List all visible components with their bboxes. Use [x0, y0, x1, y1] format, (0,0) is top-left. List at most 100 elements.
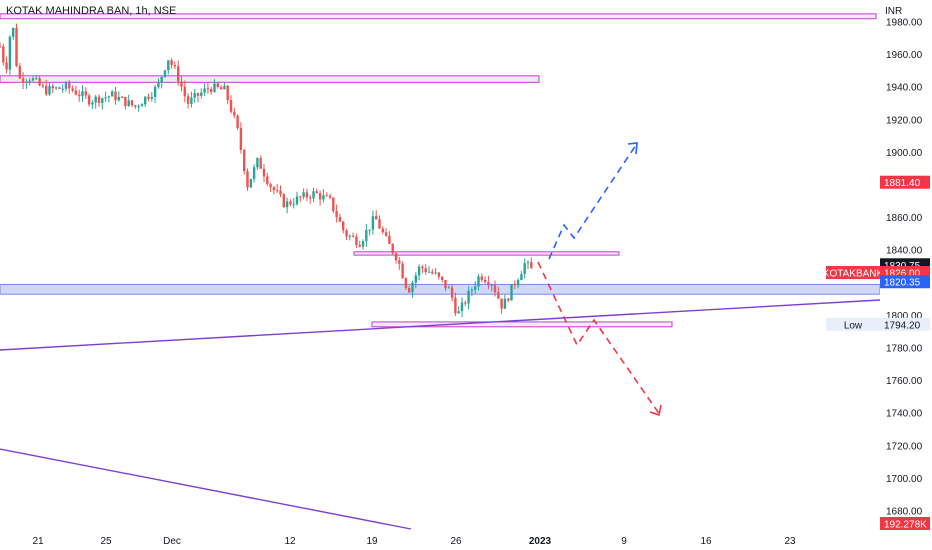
candle-body: [45, 85, 48, 95]
candle-body: [493, 285, 497, 293]
falling-trendline[interactable]: [0, 448, 412, 530]
candle-body: [117, 96, 120, 101]
y-tick-label: 1920.00: [886, 115, 923, 126]
candle-body: [513, 284, 516, 286]
candle-body: [153, 86, 157, 97]
zone-blue-support[interactable]: [0, 283, 881, 295]
candle-body: [71, 88, 74, 91]
candle-body: [266, 176, 269, 185]
y-tick-label: 1840.00: [886, 246, 923, 257]
candle-body: [338, 217, 342, 222]
candle-body: [38, 78, 41, 86]
rising-trendline[interactable]: [0, 299, 881, 351]
candle-body: [58, 87, 61, 89]
candle-body: [309, 197, 312, 199]
candle-body: [35, 78, 38, 80]
candle-body: [157, 82, 160, 87]
candle-body: [292, 204, 295, 206]
candle-body: [216, 83, 219, 88]
candle-body: [91, 102, 94, 105]
candle-body: [246, 171, 249, 188]
candle-body: [523, 263, 526, 275]
y-tick-label: 1760.00: [886, 376, 923, 387]
candle-body: [474, 286, 477, 290]
candle-body: [391, 243, 394, 254]
time-axis-ticks: 21 25 Dec 12 19 26 2023 9 16 23: [32, 536, 796, 547]
candle-body: [507, 298, 510, 301]
candle-body: [394, 253, 398, 261]
candles-layer: [0, 23, 533, 318]
candle-body: [414, 275, 417, 283]
low-price-name-tag: [826, 317, 880, 331]
candle-body: [74, 90, 78, 95]
y-tick-label: 1940.00: [886, 83, 923, 94]
zone-neckline[interactable]: [353, 251, 620, 256]
candle-body: [84, 91, 87, 96]
currency-label: INR: [885, 6, 902, 17]
candle-body: [177, 66, 180, 82]
bullish-projection-arrow[interactable]: [548, 144, 637, 260]
candle-body: [530, 262, 533, 269]
volume-tag: [880, 517, 930, 530]
candle-body: [457, 311, 460, 314]
candle-body: [94, 96, 97, 103]
candle-body: [243, 149, 246, 172]
zone-price-tag-text: 1820.35: [884, 278, 921, 289]
candle-body: [447, 287, 450, 289]
candle-body: [381, 228, 384, 233]
candle-body: [104, 97, 107, 99]
bearish-arrowhead: [649, 404, 662, 417]
bullish-arrowhead: [627, 142, 638, 155]
candle-body: [25, 81, 28, 83]
candle-body: [348, 235, 351, 237]
candle-body: [239, 127, 243, 150]
candle-body: [361, 241, 365, 247]
candle-body: [210, 89, 213, 92]
candle-body: [404, 278, 408, 288]
candle-body: [61, 88, 64, 90]
candle-body: [114, 91, 117, 101]
candle-body: [299, 196, 302, 198]
symbol-price-name-tag: [826, 266, 880, 280]
candle-body: [28, 80, 31, 82]
candle-body: [97, 96, 101, 104]
candle-body: [279, 190, 282, 195]
candle-body: [183, 86, 186, 97]
candle-body: [252, 167, 256, 179]
candle-body: [378, 219, 381, 229]
candle-body: [355, 236, 358, 245]
candle-body: [150, 96, 153, 99]
zone-upper-supply[interactable]: [0, 75, 540, 83]
candle-body: [342, 221, 345, 231]
candle-body: [510, 284, 513, 301]
price-tags: 1881.401830.75KOTAKBANK1826.001820.35Low…: [823, 175, 930, 531]
zone-low-zone[interactable]: [371, 321, 673, 328]
x-tick-label: 2023: [529, 536, 552, 547]
zone-top-resistance[interactable]: [0, 13, 877, 20]
candle-body: [325, 195, 328, 197]
candle-body: [8, 36, 12, 70]
low-price-tag-text: 1794.20: [884, 320, 921, 331]
y-tick-label: 1720.00: [886, 441, 923, 452]
candle-body: [170, 60, 173, 65]
candle-body: [421, 266, 424, 269]
candle-body: [2, 46, 5, 63]
candle-body: [431, 271, 434, 274]
drawings-layer: [0, 142, 881, 530]
candle-body: [487, 282, 490, 286]
candle-body: [186, 96, 190, 104]
candle-body: [441, 276, 444, 280]
alert-price-tag: [880, 175, 930, 189]
candle-body: [434, 272, 437, 274]
candle-body: [276, 190, 279, 192]
candle-body: [130, 100, 134, 106]
low-price-tag: [880, 317, 930, 331]
candle-body: [249, 178, 252, 188]
candle-body: [0, 46, 2, 48]
candle-body: [140, 104, 144, 107]
candle-body: [335, 210, 338, 218]
candle-body: [147, 96, 150, 99]
candle-body: [345, 230, 348, 237]
candle-body: [206, 88, 210, 90]
